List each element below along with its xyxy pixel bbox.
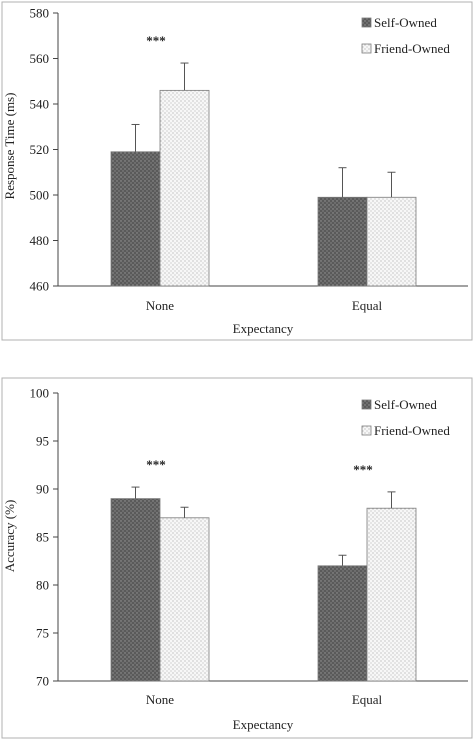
y-axis-title: Response Time (ms) xyxy=(2,93,17,200)
y-tick-label: 500 xyxy=(30,188,50,203)
y-tick-label: 80 xyxy=(36,578,49,593)
bar-self-owned-none xyxy=(110,151,161,287)
accuracy-chart: Accuracy (%) Expectancy 70 75 80 85 90 95 100 N… xyxy=(1,377,473,739)
y-tick-label: 540 xyxy=(30,97,50,112)
y-tick-label: 75 xyxy=(36,626,49,641)
y-tick-label: 520 xyxy=(30,142,50,157)
legend-swatch xyxy=(361,399,372,410)
legend-swatch xyxy=(361,43,372,54)
legend-swatch xyxy=(361,425,372,436)
y-tick-label: 95 xyxy=(36,434,49,449)
significance-marker: *** xyxy=(353,462,373,477)
x-axis-title: Expectancy xyxy=(233,717,294,732)
response-time-chart: Response Time (ms) Expectancy 460 480 500 5… xyxy=(1,1,473,341)
bar-friend-owned-equal xyxy=(366,507,417,682)
y-axis-title: Accuracy (%) xyxy=(2,500,17,573)
legend-swatch xyxy=(361,17,372,28)
category-label: Equal xyxy=(352,298,383,313)
legend-label: Self-Owned xyxy=(374,15,437,30)
bar-self-owned-equal xyxy=(317,565,368,682)
legend-label: Friend-Owned xyxy=(374,41,450,56)
bar-friend-owned-none xyxy=(159,517,210,682)
chart-frame xyxy=(1,1,473,341)
category-label: None xyxy=(146,298,174,313)
y-tick-label: 460 xyxy=(30,279,50,294)
bar-friend-owned-equal xyxy=(366,196,417,287)
legend-label: Self-Owned xyxy=(374,397,437,412)
y-tick-label: 85 xyxy=(36,530,49,545)
legend-label: Friend-Owned xyxy=(374,423,450,438)
significance-marker: *** xyxy=(146,457,166,472)
y-tick-label: 580 xyxy=(30,6,50,21)
chart-frame xyxy=(1,377,473,739)
y-tick-label: 480 xyxy=(30,233,50,248)
significance-marker: *** xyxy=(146,33,166,48)
x-axis-title: Expectancy xyxy=(233,321,294,336)
y-tick-label: 70 xyxy=(36,674,49,689)
bar-self-owned-equal xyxy=(317,196,368,287)
y-tick-label: 90 xyxy=(36,482,49,497)
category-label: None xyxy=(146,692,174,707)
y-tick-label: 100 xyxy=(30,386,50,401)
category-label: Equal xyxy=(352,692,383,707)
y-tick-label: 560 xyxy=(30,51,50,66)
bar-friend-owned-none xyxy=(159,89,210,287)
bar-self-owned-none xyxy=(110,498,161,682)
